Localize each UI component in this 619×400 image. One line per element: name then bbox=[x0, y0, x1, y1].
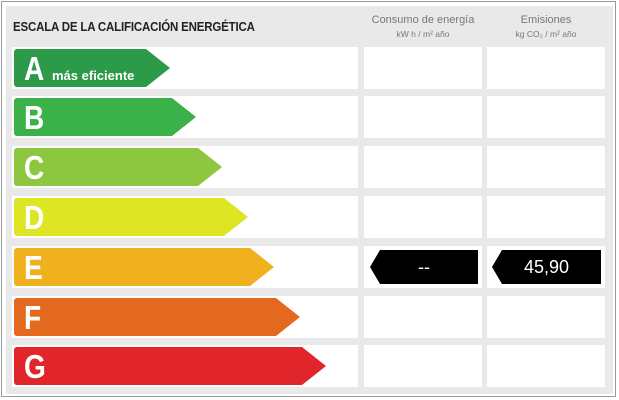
rating-arrow: C bbox=[14, 148, 222, 186]
label-title: ESCALA DE LA CALIFICACIÓN ENERGÉTICA bbox=[13, 20, 255, 34]
emisiones-cell bbox=[487, 146, 605, 188]
emisiones-unit: kg CO₂ / m² año bbox=[515, 29, 577, 39]
rating-arrow: D bbox=[14, 198, 248, 236]
consumo-cell bbox=[364, 96, 482, 138]
emisiones-cell bbox=[487, 47, 605, 89]
rating-letter: B bbox=[24, 99, 45, 136]
emisiones-cell bbox=[487, 296, 605, 338]
consumo-cell bbox=[364, 196, 482, 238]
consumo-indicator: -- bbox=[370, 250, 478, 284]
emisiones-cell bbox=[487, 96, 605, 138]
rating-letter: D bbox=[24, 199, 45, 236]
consumo-cell bbox=[364, 47, 482, 89]
rating-letter: F bbox=[24, 299, 42, 336]
consumo-cell bbox=[364, 146, 482, 188]
rating-row-d: D bbox=[0, 196, 619, 238]
rating-row-e: E -- 45,90 bbox=[0, 246, 619, 288]
rating-row-b: B bbox=[0, 96, 619, 138]
emisiones-label: Emisiones bbox=[520, 14, 572, 26]
rating-arrow: B bbox=[14, 98, 196, 136]
rating-arrow: A más eficiente bbox=[14, 49, 170, 87]
rating-row-c: C bbox=[0, 146, 619, 188]
rating-letter: E bbox=[24, 249, 43, 286]
rating-arrow: G bbox=[14, 347, 326, 385]
rating-letter: A bbox=[24, 50, 45, 87]
rating-letter: G bbox=[24, 348, 46, 385]
emisiones-cell bbox=[487, 196, 605, 238]
rating-sublabel: más eficiente bbox=[52, 68, 135, 83]
rating-arrow: E bbox=[14, 248, 274, 286]
rating-row-g: G bbox=[0, 345, 619, 387]
rating-row-a: A más eficiente bbox=[0, 47, 619, 89]
consumo-cell bbox=[364, 345, 482, 387]
rating-row-f: F bbox=[0, 296, 619, 338]
column-header-consumo: Consumo de energía kW h / m² año bbox=[364, 13, 482, 41]
emisiones-cell bbox=[487, 345, 605, 387]
consumo-cell bbox=[364, 296, 482, 338]
consumo-label: Consumo de energía bbox=[371, 14, 475, 26]
rating-arrow: F bbox=[14, 298, 300, 336]
column-header-emisiones: Emisiones kg CO₂ / m² año bbox=[487, 13, 605, 41]
rating-letter: C bbox=[24, 149, 45, 186]
consumo-unit: kW h / m² año bbox=[396, 29, 450, 39]
emisiones-indicator: 45,90 bbox=[492, 250, 601, 284]
